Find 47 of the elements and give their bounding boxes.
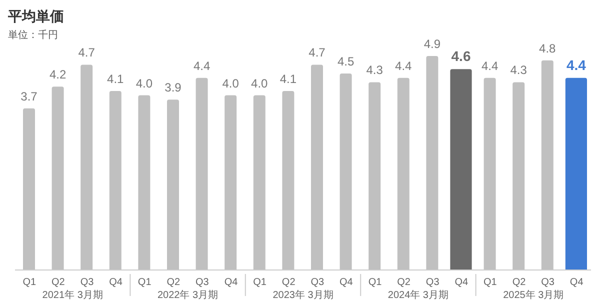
data-label: 4.0 <box>251 76 268 90</box>
data-label: 4.9 <box>424 37 441 51</box>
x-tick-label: Q4 <box>109 277 123 288</box>
x-tick-label: Q3 <box>426 277 440 288</box>
data-label: 4.1 <box>280 72 297 86</box>
x-tick-label: Q4 <box>340 277 354 288</box>
data-label: 4.5 <box>337 54 354 68</box>
x-tick-label: Q3 <box>80 277 94 288</box>
data-label: 3.7 <box>20 89 38 104</box>
x-tick-label: Q1 <box>138 277 152 288</box>
data-label: 4.8 <box>539 41 556 56</box>
x-tick-label: Q2 <box>397 277 411 288</box>
x-tick-label: Q1 <box>484 277 498 288</box>
x-tick-label: Q2 <box>282 277 296 288</box>
chart-subtitle: 単位：千円 <box>8 28 58 42</box>
x-tick-label: Q2 <box>166 277 181 288</box>
data-label: 4.4 <box>395 58 412 73</box>
data-label: 4.1 <box>107 72 124 86</box>
data-label: 4.2 <box>49 68 66 82</box>
x-tick-label: Q3 <box>196 277 210 288</box>
data-label: 4.7 <box>78 46 96 60</box>
data-label: 4.3 <box>510 63 528 78</box>
x-tick-label: Q1 <box>368 277 382 288</box>
data-label: 4.0 <box>222 76 240 90</box>
text: 2023年 3月期 <box>272 289 334 301</box>
x-tick-label: Q4 <box>224 277 238 288</box>
text: 2021年 3月期 <box>42 289 103 301</box>
x-tick-label: Q1 <box>253 277 267 288</box>
x-tick-label: Q4 <box>570 277 584 288</box>
x-tick-label: Q3 <box>541 277 555 288</box>
chart-title: 平均単価 <box>8 8 64 26</box>
data-label: 4.3 <box>366 63 384 78</box>
text: 2025年 3月期 <box>503 289 564 301</box>
data-label: 4.4 <box>566 56 586 73</box>
data-label: 4.4 <box>193 58 210 73</box>
data-label: 4.6 <box>451 48 471 64</box>
data-label: 3.9 <box>164 80 182 95</box>
x-tick-label: Q3 <box>310 277 325 288</box>
x-tick-label: Q2 <box>512 277 526 288</box>
text: 2024年 3月期 <box>388 289 448 301</box>
data-label: 4.4 <box>481 58 498 73</box>
x-tick-label: Q1 <box>22 277 37 288</box>
x-tick-label: Q2 <box>52 277 66 288</box>
text: 2022年 3月期 <box>158 289 218 301</box>
data-label: 4.0 <box>136 76 153 90</box>
data-label: 4.7 <box>308 46 326 60</box>
x-tick-label: Q4 <box>454 277 469 288</box>
